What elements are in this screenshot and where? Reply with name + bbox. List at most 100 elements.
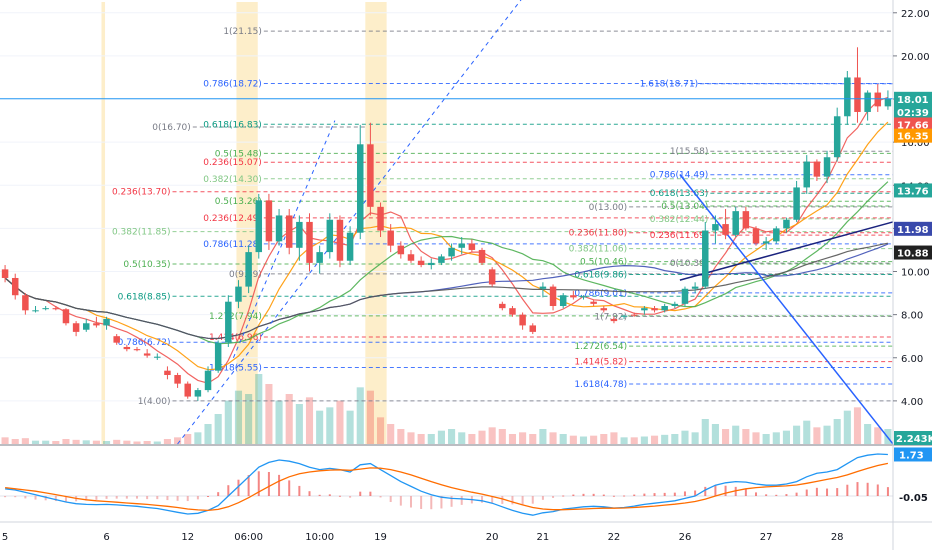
candle-body (377, 206, 384, 231)
macd-histogram-bar (420, 496, 423, 509)
macd-histogram-bar (34, 496, 37, 500)
price-badge-label: 02:39 (897, 108, 929, 119)
fib-level-label: 0.618(13.63) (650, 189, 709, 199)
macd-histogram-bar (186, 496, 189, 502)
fib-level-label: 1(21.15) (223, 27, 262, 37)
macd-histogram-bar (4, 496, 7, 498)
macd-histogram-bar (714, 485, 717, 496)
volume-bar (732, 425, 740, 444)
volume-bar (742, 429, 750, 444)
macd-pane (0, 453, 893, 516)
candle-body (488, 269, 496, 285)
volume-bar (508, 434, 517, 444)
volume-bar (82, 440, 90, 444)
candle-body (803, 161, 810, 188)
macd-histogram-bar (866, 482, 869, 496)
volume-bar (214, 414, 222, 444)
volume-bar (194, 432, 202, 444)
price-badge-label: 16.35 (897, 132, 929, 143)
macd-histogram-bar (64, 496, 67, 502)
macd-histogram-bar (541, 496, 544, 500)
candle-body (174, 375, 181, 384)
price-tick-label: 22.00 (901, 9, 930, 20)
macd-histogram-bar (836, 488, 839, 496)
fib-level-label: 0.236(15.07) (203, 158, 262, 168)
candle-body (306, 221, 313, 263)
macd-histogram-bar (633, 494, 636, 496)
candle-body (356, 144, 364, 233)
macd-badge (894, 447, 932, 462)
moving-average-line (4, 121, 889, 371)
candle-body (712, 224, 719, 231)
macd-histogram-bar (562, 495, 565, 497)
candle-body (722, 224, 729, 235)
candle-body (428, 262, 435, 266)
macd-histogram-bar (14, 496, 17, 498)
price-tick-label: 10.00 (901, 268, 930, 279)
macd-histogram-bar (24, 496, 27, 499)
fibonacci-levels: 1(21.15) 0.786(18.72) 1.618(18.71) 0(16.70)… (112, 27, 893, 407)
session-highlight (365, 2, 387, 444)
candlesticks (1, 47, 892, 401)
volume-bar (427, 434, 435, 444)
candle-body (397, 245, 405, 255)
candle-body (417, 260, 425, 266)
macd-histogram-bar (196, 496, 199, 500)
volume-bar (11, 439, 19, 444)
macd-histogram-bar (826, 488, 829, 496)
price-badge (894, 245, 932, 260)
volume-bar (874, 427, 882, 444)
volume-bar (92, 440, 100, 444)
candle-body (214, 342, 222, 371)
fib-level-label: 0.382(12.44) (650, 215, 709, 225)
macd-histogram-bar (582, 493, 585, 496)
price-badge-label: 13.76 (897, 186, 929, 197)
candle-body (681, 288, 689, 304)
macd-histogram-bar (856, 482, 859, 496)
macd-histogram-bar (278, 474, 281, 496)
moving-average-line (4, 242, 889, 340)
volume-bar (224, 400, 232, 444)
candle-body (32, 310, 39, 312)
volume-bar (62, 439, 70, 444)
fib-level-label: 0.236(12.49) (203, 214, 262, 224)
signal-line (5, 462, 889, 512)
macd-histogram-bar (54, 496, 57, 502)
macd-histogram-bar (217, 492, 220, 496)
volume-bar (1, 437, 9, 444)
macd-histogram-bar (237, 479, 240, 496)
candle-body (235, 286, 242, 302)
macd-histogram-bar (481, 496, 484, 503)
candle-body (22, 295, 29, 311)
fib-level-label: 0.5(13.04) (661, 202, 708, 212)
volume-bar (102, 441, 111, 444)
volume-bar (864, 424, 872, 444)
candle-body (62, 309, 70, 324)
candle-body (580, 296, 587, 298)
price-tick-label: 8.00 (901, 311, 923, 322)
macd-histogram-bar (846, 484, 849, 496)
candle-body (610, 318, 618, 322)
macd-histogram-bar (724, 485, 727, 496)
macd-histogram-bar (592, 493, 595, 496)
candle-body (600, 308, 608, 311)
candle-body (732, 211, 739, 235)
volume-bar (813, 427, 821, 444)
time-tick-label: 21 (537, 532, 550, 543)
moving-averages (4, 96, 889, 384)
candle-body (194, 390, 202, 397)
fib-level-label: 1(7.92) (594, 312, 627, 322)
volume-bar (782, 430, 791, 444)
candle-body (164, 370, 171, 376)
fib-level-label: 0(16.70) (152, 123, 191, 133)
macd-histogram-bar (460, 496, 463, 505)
volume-bar (579, 436, 588, 444)
volume-bar (620, 437, 628, 444)
volume-bar (113, 439, 121, 444)
candle-body (255, 200, 263, 253)
volume-bar (397, 429, 405, 444)
macd-histogram-bar (399, 496, 402, 506)
fib-level-label: 1.272(6.54) (574, 342, 627, 352)
